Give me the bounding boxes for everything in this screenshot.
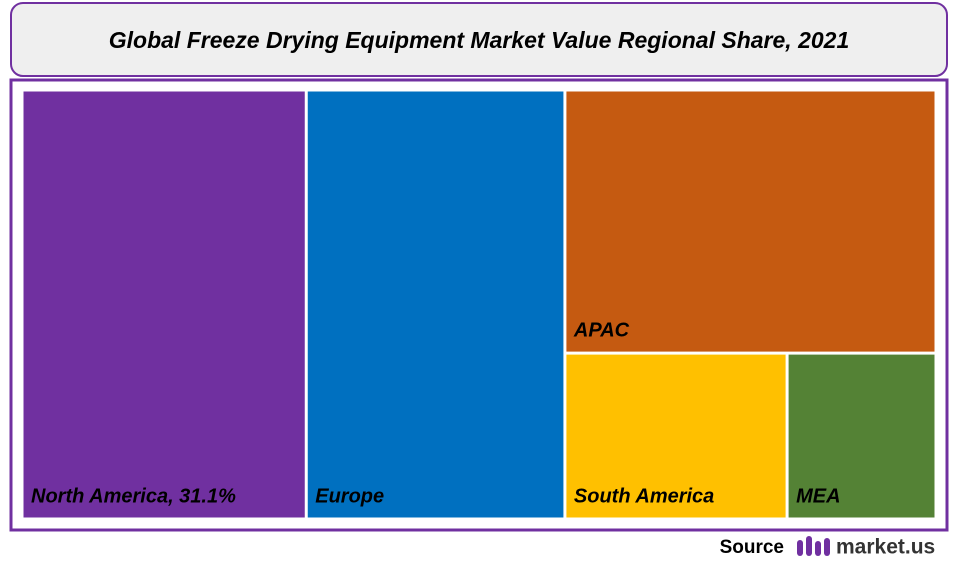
brand-logo — [797, 536, 830, 556]
treemap-cell — [307, 91, 564, 518]
cell-label: North America, 31.1% — [31, 485, 236, 507]
cell-label: Europe — [315, 485, 384, 507]
treemap-cell — [566, 354, 786, 518]
treemap-cell — [23, 91, 305, 518]
chart-title: Global Freeze Drying Equipment Market Va… — [109, 27, 849, 53]
title-box — [10, 2, 948, 77]
brand-name: market.us — [836, 536, 935, 559]
treemap-cell — [788, 354, 935, 518]
treemap: North America, 31.1% Europe APAC South Amer… — [23, 91, 935, 518]
treemap-cell — [566, 91, 935, 352]
cell-label: APAC — [573, 319, 630, 341]
cell-label: South America — [574, 485, 714, 507]
cell-label: MEA — [796, 485, 840, 507]
source-label: Source — [720, 537, 784, 558]
